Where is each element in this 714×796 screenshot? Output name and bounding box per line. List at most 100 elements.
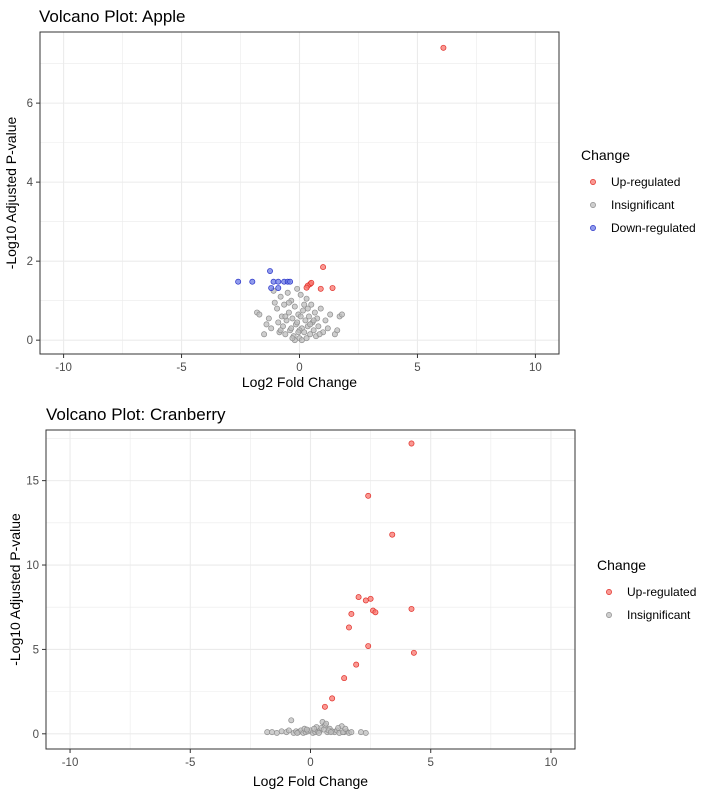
data-point-up	[440, 44, 447, 51]
data-point-insignificant	[288, 325, 295, 332]
data-point-insignificant	[273, 730, 280, 736]
data-point-insignificant	[274, 305, 281, 312]
data-point-insignificant	[288, 717, 295, 724]
data-point-up	[362, 597, 369, 604]
data-point-down	[275, 285, 282, 291]
x-tick-label: 5	[414, 362, 420, 374]
legend-label-up: Up-regulated	[627, 585, 696, 599]
data-point-down	[275, 278, 282, 285]
data-point-down	[267, 268, 273, 274]
chart-title: Volcano Plot: Cranberry	[46, 405, 226, 424]
legend-key-up	[590, 179, 596, 185]
legend-label-up: Up-regulated	[611, 175, 680, 189]
x-axis-title: Log2 Fold Change	[242, 374, 357, 390]
data-point-insignificant	[316, 331, 323, 338]
x-tick-label: 5	[428, 757, 434, 769]
data-point-insignificant	[278, 728, 285, 735]
x-tick-label: 0	[296, 362, 302, 374]
data-point-insignificant	[285, 309, 292, 316]
data-point-up	[365, 492, 372, 499]
data-point-insignificant	[358, 729, 364, 736]
legend: Change Up-regulated Insignificant	[597, 557, 696, 622]
legend-label-insignificant: Insignificant	[627, 608, 691, 622]
data-point-insignificant	[261, 331, 268, 338]
data-point-insignificant	[285, 299, 292, 306]
data-point-insignificant	[315, 323, 322, 330]
y-tick-label: 2	[27, 256, 33, 268]
data-point-insignificant	[291, 303, 298, 310]
data-point-insignificant	[275, 319, 282, 326]
data-point-insignificant	[297, 291, 304, 298]
x-tick-label: -10	[62, 757, 79, 769]
data-point-insignificant	[311, 309, 318, 316]
data-point-insignificant	[277, 293, 284, 300]
data-point-insignificant	[317, 305, 324, 312]
data-point-up	[389, 531, 396, 538]
data-point-up	[303, 284, 310, 291]
legend-label-down: Down-regulated	[611, 221, 696, 235]
data-point-up	[365, 643, 372, 649]
data-point-up	[320, 264, 327, 271]
y-tick-label: 0	[33, 729, 39, 741]
legend-key-insignificant	[590, 202, 596, 208]
data-point-insignificant	[264, 729, 271, 736]
data-point-up	[367, 595, 374, 602]
legend-title: Change	[581, 147, 630, 163]
x-tick-label: 10	[529, 362, 542, 374]
legend-label-insignificant: Insignificant	[611, 198, 675, 212]
data-point-insignificant	[348, 729, 355, 736]
y-tick-label: 10	[26, 560, 39, 572]
data-point-insignificant	[320, 726, 327, 733]
y-axis-title: -Log10 Adjusted P-value	[7, 513, 23, 666]
data-point-up	[353, 661, 360, 668]
data-point-up	[348, 611, 355, 617]
data-point-down	[249, 278, 256, 285]
legend-key-down	[590, 225, 596, 231]
data-point-insignificant	[277, 327, 284, 334]
y-tick-label: 15	[26, 476, 39, 488]
data-point-insignificant	[269, 729, 275, 736]
data-point-insignificant	[307, 331, 314, 338]
data-point-insignificant	[327, 311, 334, 318]
data-point-insignificant	[271, 299, 278, 306]
data-point-insignificant	[311, 725, 318, 732]
data-point-insignificant	[294, 285, 301, 292]
data-point-up	[408, 440, 415, 447]
data-point-up	[410, 649, 417, 656]
data-point-insignificant	[323, 720, 330, 727]
data-point-insignificant	[342, 725, 349, 732]
data-point-insignificant	[310, 317, 317, 324]
data-point-insignificant	[310, 327, 317, 334]
chart-0: Volcano Plot: Apple -10 -5 0 5 10 0 2 4 6 Log2 Fol…	[3, 7, 696, 390]
chart-1: Volcano Plot: Cranberry -10 -5 0 5 10 0 5 10 15 Lo…	[7, 405, 696, 789]
data-point-up	[329, 695, 336, 702]
data-point-insignificant	[282, 313, 289, 320]
data-point-insignificant	[307, 321, 314, 328]
data-point-insignificant	[289, 335, 296, 342]
data-point-up	[341, 675, 348, 682]
x-tick-label: -5	[185, 757, 195, 769]
data-point-insignificant	[256, 311, 263, 318]
data-point-insignificant	[268, 325, 275, 332]
data-point-down	[235, 278, 242, 285]
data-point-insignificant	[295, 329, 302, 336]
data-point-up	[355, 594, 362, 601]
data-point-insignificant	[284, 289, 291, 296]
data-point-insignificant	[308, 301, 315, 308]
y-tick-label: 4	[27, 177, 34, 189]
data-point-insignificant	[303, 726, 310, 733]
data-point-up	[329, 285, 336, 291]
data-point-insignificant	[265, 315, 272, 322]
legend-key-insignificant	[606, 612, 612, 618]
data-point-up	[372, 609, 379, 616]
data-point-insignificant	[335, 724, 342, 731]
data-point-up	[308, 279, 315, 286]
chart-title: Volcano Plot: Apple	[39, 7, 186, 26]
data-point-insignificant	[294, 319, 301, 326]
data-point-insignificant	[339, 311, 345, 318]
data-point-insignificant	[282, 331, 289, 338]
x-axis-title: Log2 Fold Change	[253, 773, 368, 789]
data-point-insignificant	[263, 321, 270, 328]
data-point-up	[408, 605, 415, 612]
